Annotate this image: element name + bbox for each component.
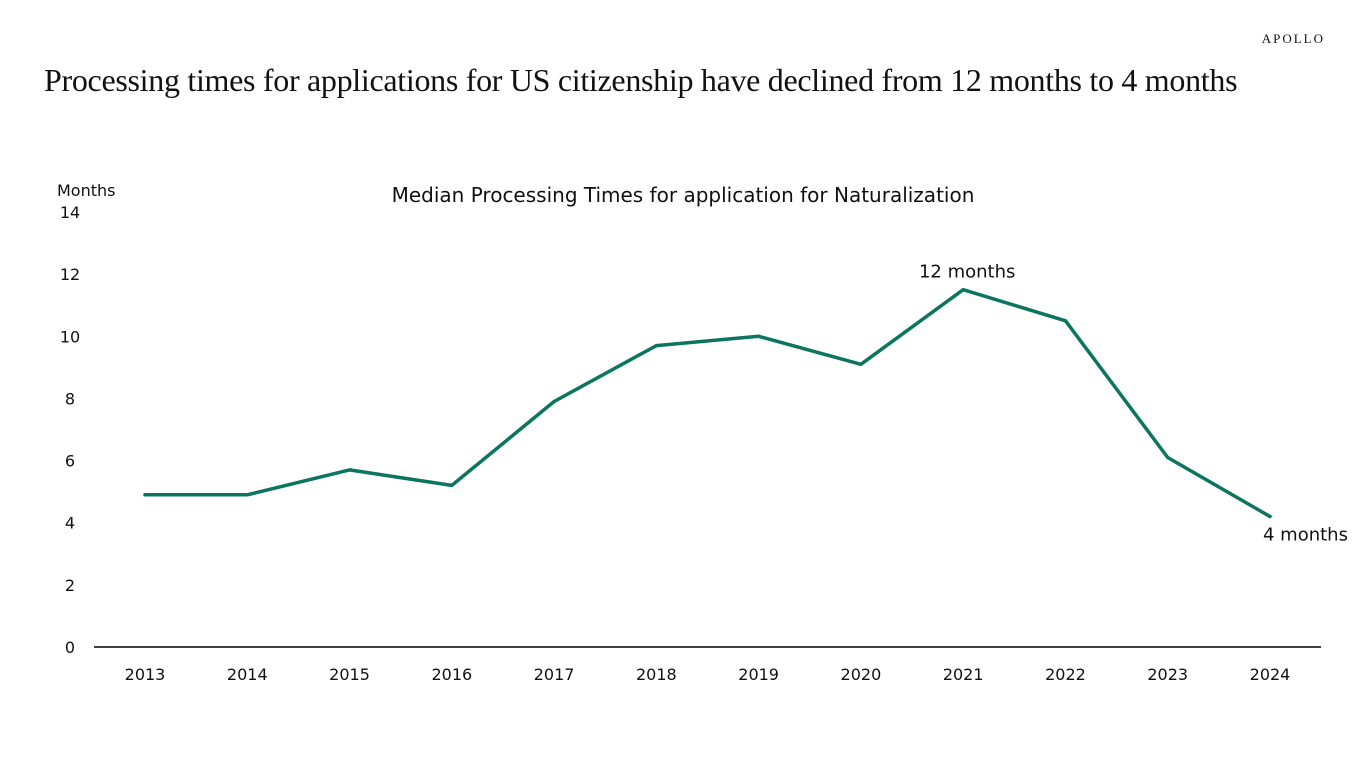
x-tick-label: 2014 — [227, 665, 268, 684]
y-tick-label: 0 — [65, 638, 75, 657]
series-line — [143, 287, 1272, 519]
data-point — [552, 399, 556, 404]
series-group — [143, 287, 1272, 519]
data-point — [1166, 455, 1170, 460]
y-tick-label: 8 — [65, 389, 75, 408]
data-point — [757, 334, 761, 338]
data-point — [245, 493, 249, 497]
x-tick-label: 2017 — [534, 665, 575, 684]
x-tick-label: 2013 — [125, 665, 166, 684]
page-headline: Processing times for applications for US… — [44, 62, 1238, 98]
y-tick-label: 10 — [60, 327, 80, 346]
x-tick-label: 2016 — [431, 665, 472, 684]
x-tick-label: 2024 — [1250, 665, 1291, 684]
data-point — [1063, 319, 1068, 323]
data-point — [143, 493, 147, 497]
annotation-label: 12 months — [919, 262, 1015, 283]
y-axis-ticks: 0 2 4 6 8 10 12 14 — [60, 203, 80, 657]
data-point — [347, 468, 352, 472]
x-tick-label: 2018 — [636, 665, 677, 684]
x-tick-label: 2015 — [329, 665, 370, 684]
annotation-label: 4 months — [1263, 525, 1348, 546]
y-tick-label: 14 — [60, 203, 80, 222]
x-tick-label: 2019 — [738, 665, 779, 684]
y-axis-label: Months — [57, 181, 115, 200]
brand-logo: APOLLO — [1261, 31, 1325, 46]
y-tick-label: 2 — [65, 576, 75, 595]
data-point — [450, 483, 454, 488]
y-tick-label: 4 — [65, 514, 75, 533]
chart-title: Median Processing Times for application … — [392, 183, 975, 207]
data-point — [1268, 514, 1272, 519]
data-point — [859, 362, 863, 366]
y-tick-label: 12 — [60, 265, 80, 284]
y-tick-label: 6 — [65, 452, 75, 471]
x-tick-label: 2021 — [943, 665, 984, 684]
x-tick-label: 2022 — [1045, 665, 1086, 684]
x-tick-label: 2020 — [841, 665, 882, 684]
data-point — [654, 344, 658, 348]
x-tick-label: 2023 — [1147, 665, 1188, 684]
x-axis-ticks: 2013 2014 2015 2016 2017 2018 2019 2020 2021 2022… — [125, 665, 1291, 684]
annotations-group: 12 months 4 months — [919, 262, 1348, 546]
data-point — [961, 288, 965, 292]
